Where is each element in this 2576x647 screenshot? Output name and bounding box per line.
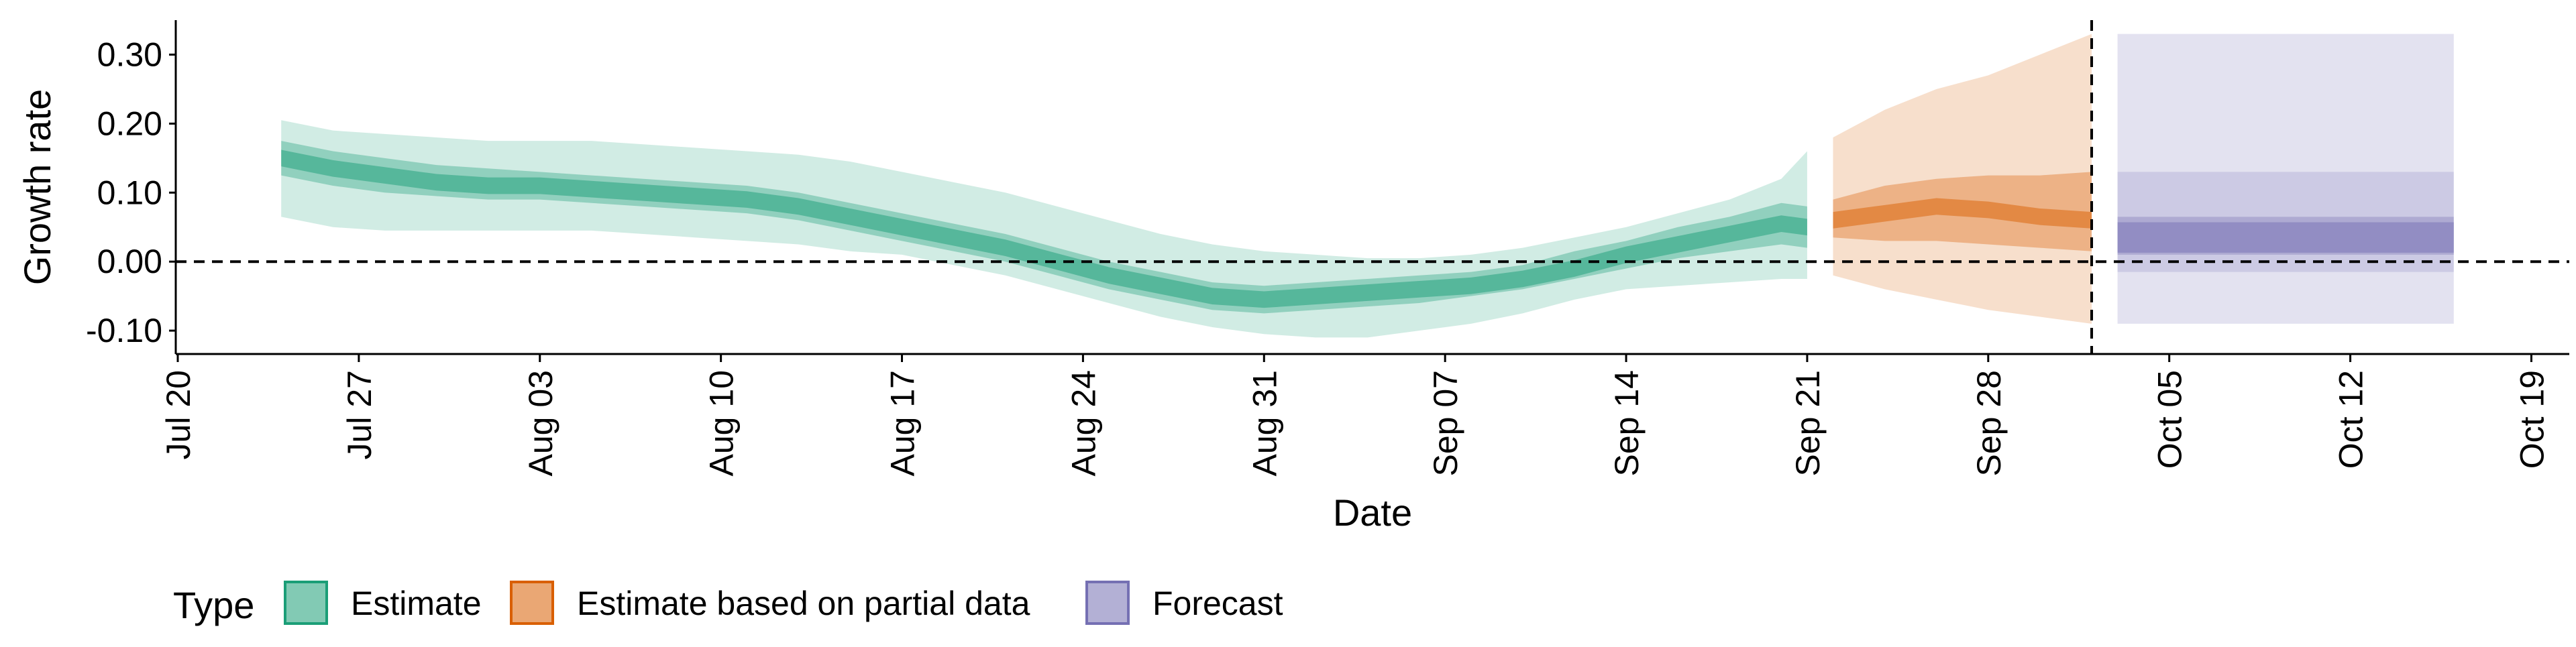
y-axis-title: Growth rate xyxy=(16,89,58,286)
x-tick-label: Aug 31 xyxy=(1246,370,1283,476)
legend-title: Type xyxy=(173,584,254,626)
legend-swatch-forecast xyxy=(1085,581,1130,625)
legend-swatch-estimate xyxy=(284,581,328,625)
reference-lines xyxy=(176,20,2569,354)
x-tick-label: Sep 07 xyxy=(1427,370,1464,476)
x-tick-label: Jul 27 xyxy=(341,370,378,459)
estimate-median-band xyxy=(281,150,1807,308)
partial-median-band xyxy=(1833,198,2092,229)
series-forecast xyxy=(2117,34,2454,324)
x-tick-label: Sep 21 xyxy=(1789,370,1827,476)
forecast-median-band xyxy=(2117,222,2454,253)
legend: Type Estimate Estimate based on partial da… xyxy=(173,581,1283,626)
x-tick-label: Sep 14 xyxy=(1608,370,1646,476)
x-tick-label: Jul 20 xyxy=(160,370,197,459)
x-tick-label: Aug 24 xyxy=(1065,370,1102,476)
legend-label-partial: Estimate based on partial data xyxy=(577,585,1030,622)
legend-label-estimate: Estimate xyxy=(351,585,482,622)
y-tick-label: 0.10 xyxy=(97,174,162,211)
estimate-band-90 xyxy=(281,120,1807,338)
x-tick-label: Oct 19 xyxy=(2513,370,2551,469)
x-tick-label: Aug 03 xyxy=(522,370,559,476)
legend-item-forecast: Forecast xyxy=(1085,581,1283,625)
y-tick-label: 0.30 xyxy=(97,36,162,73)
series-estimate xyxy=(281,120,1807,338)
legend-item-estimate: Estimate xyxy=(284,581,482,625)
bands-layer xyxy=(281,34,2454,338)
legend-swatch-partial xyxy=(510,581,554,625)
estimate-band-50 xyxy=(281,141,1807,314)
series-partial xyxy=(1833,34,2092,324)
y-tick-label: 0.20 xyxy=(97,105,162,142)
partial-band-90 xyxy=(1833,34,2092,324)
x-tick-label: Sep 28 xyxy=(1970,370,2008,476)
x-axis-title: Date xyxy=(1333,491,1412,534)
y-tick-label: -0.10 xyxy=(86,312,162,349)
x-tick-label: Oct 05 xyxy=(2151,370,2189,469)
axes: -0.10 0.00 0.10 0.20 0.30 Jul 20 Jul 27 Aug 03 A… xyxy=(16,20,2569,534)
legend-label-forecast: Forecast xyxy=(1152,585,1283,622)
x-tick-label: Aug 17 xyxy=(884,370,922,476)
legend-item-partial: Estimate based on partial data xyxy=(510,581,1030,625)
x-tick-label: Aug 10 xyxy=(703,370,741,476)
y-tick-label: 0.00 xyxy=(97,243,162,280)
x-tick-label: Oct 12 xyxy=(2332,370,2370,469)
